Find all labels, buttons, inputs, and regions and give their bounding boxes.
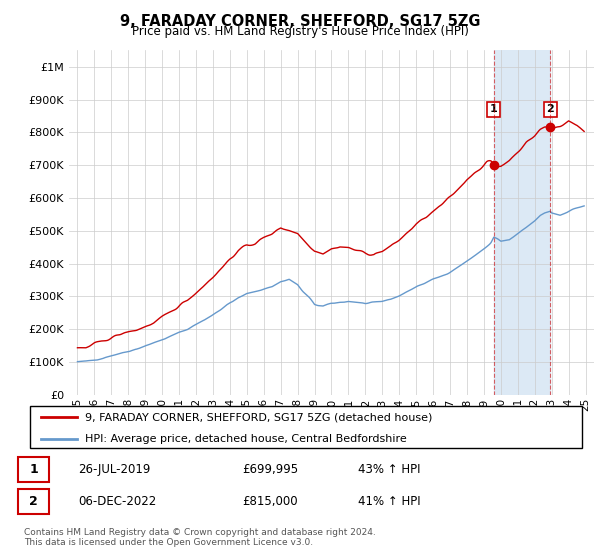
Text: 1: 1 (29, 463, 38, 476)
Text: 9, FARADAY CORNER, SHEFFORD, SG17 5ZG: 9, FARADAY CORNER, SHEFFORD, SG17 5ZG (120, 14, 480, 29)
Text: Contains HM Land Registry data © Crown copyright and database right 2024.
This d: Contains HM Land Registry data © Crown c… (24, 528, 376, 547)
Text: £815,000: £815,000 (242, 495, 298, 508)
Text: 2: 2 (547, 105, 554, 114)
Bar (18, 457, 49, 482)
Text: 26-JUL-2019: 26-JUL-2019 (78, 463, 151, 476)
Text: 9, FARADAY CORNER, SHEFFORD, SG17 5ZG (detached house): 9, FARADAY CORNER, SHEFFORD, SG17 5ZG (d… (85, 412, 433, 422)
Text: HPI: Average price, detached house, Central Bedfordshire: HPI: Average price, detached house, Cent… (85, 434, 407, 444)
Text: Price paid vs. HM Land Registry's House Price Index (HPI): Price paid vs. HM Land Registry's House … (131, 25, 469, 38)
Text: 06-DEC-2022: 06-DEC-2022 (78, 495, 157, 508)
Text: 41% ↑ HPI: 41% ↑ HPI (358, 495, 420, 508)
Bar (18, 489, 49, 514)
Text: 1: 1 (490, 105, 497, 114)
Text: 43% ↑ HPI: 43% ↑ HPI (358, 463, 420, 476)
Text: 2: 2 (29, 495, 38, 508)
Bar (494, 50, 550, 395)
Text: £699,995: £699,995 (242, 463, 299, 476)
